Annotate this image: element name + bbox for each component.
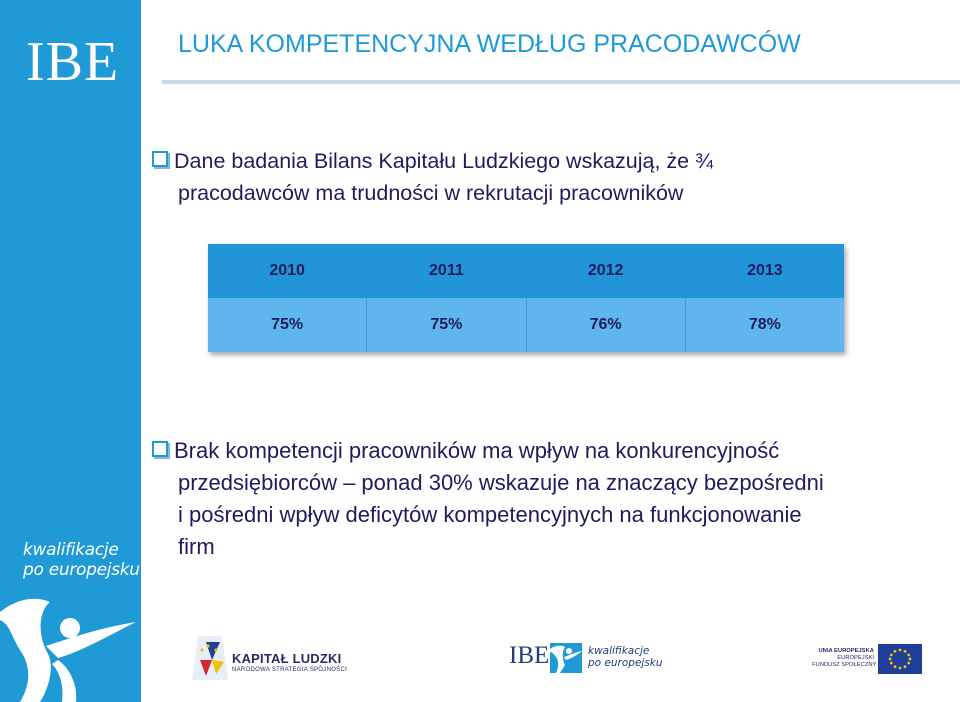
tagline-line-2: po europejsku <box>23 560 140 580</box>
ue-line-1: UNIA EUROPEJSKA <box>818 648 874 654</box>
kwalifikacje-badge-icon <box>550 643 582 673</box>
tagline-line-1: kwalifikacje <box>23 540 119 560</box>
eu-flag-icon <box>878 644 922 674</box>
checkbox-bullet-icon <box>152 151 168 167</box>
table-cell: 76% <box>525 298 685 352</box>
table-header-cell: 2012 <box>525 244 685 298</box>
bullet-1-line-1: Dane badania Bilans Kapitału Ludzkiego w… <box>152 145 713 177</box>
table-cell: 78% <box>684 298 844 352</box>
footer-kwal-line-1: kwalifikacje <box>588 645 650 657</box>
bullet-1-text-1: Dane badania Bilans Kapitału Ludzkiego w… <box>174 149 714 173</box>
bullet-1: Dane badania Bilans Kapitału Ludzkiego w… <box>152 145 713 209</box>
bullet-2-line-1: Brak kompetencji pracowników ma wpływ na… <box>152 435 824 467</box>
table-cell: 75% <box>271 316 304 333</box>
kapital-ludzki-subtitle: NARODOWA STRATEGIA SPÓJNOŚCI <box>232 667 348 673</box>
kapital-ludzki-title: KAPITAŁ LUDZKI <box>232 651 342 666</box>
footer-kwal-line-2: po europejsku <box>588 657 663 669</box>
footer-ibe-logo: IBE <box>509 642 550 669</box>
bullet-2-line-2: przedsiębiorców – ponad 30% wskazuje na … <box>178 470 824 495</box>
bullet-1-line-2: pracodawców ma trudności w rekrutacji pr… <box>178 181 684 205</box>
statistics-table: 2010 2011 2012 2013 75% 75% 76% 78% <box>208 244 844 352</box>
bullet-2-line-3: i pośredni wpływ deficytów kompetencyjny… <box>178 502 802 527</box>
page-title: LUKA KOMPETENCYJNA WEDŁUG PRACODAWCÓW <box>178 30 801 58</box>
title-divider <box>162 80 960 84</box>
table-header-cell: 2011 <box>366 244 525 298</box>
table-row: 75% 75% 76% 78% <box>208 298 844 352</box>
bullet-2-text-1: Brak kompetencji pracowników ma wpływ na… <box>174 438 780 463</box>
table-cell: 75% <box>366 298 525 352</box>
sidebar-tagline: kwalifikacje po europejsku <box>23 540 140 580</box>
sidebar: IBE kwalifikacje po europejsku <box>0 0 141 702</box>
table-header-row: 2010 2011 2012 2013 <box>208 244 844 298</box>
bullet-2: Brak kompetencji pracowników ma wpływ na… <box>152 435 824 563</box>
kapital-ludzki-text: KAPITAŁ LUDZKI NARODOWA STRATEGIA SPÓJNO… <box>232 651 347 673</box>
table-header-cell: 2013 <box>684 244 844 298</box>
kapital-ludzki-logo-icon <box>192 636 228 680</box>
ue-line-3: FUNDUSZ SPOŁECZNY <box>812 662 877 668</box>
ibe-logo: IBE <box>26 31 120 93</box>
table-header-cell: 2010 <box>269 262 305 279</box>
footer-kwalifikacje: kwalifikacje po europejsku <box>588 645 663 669</box>
bullet-2-line-4: firm <box>178 534 215 559</box>
person-figure-icon <box>0 598 136 702</box>
checkbox-bullet-icon <box>152 441 168 457</box>
ue-text: UNIA EUROPEJSKA EUROPEJSKI FUNDUSZ SPOŁE… <box>812 648 877 669</box>
ue-line-2: EUROPEJSKI <box>837 655 874 661</box>
